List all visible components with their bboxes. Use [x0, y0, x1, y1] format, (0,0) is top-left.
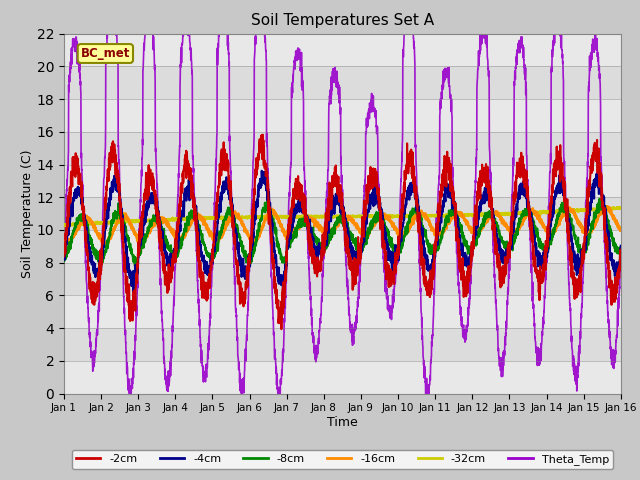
- Title: Soil Temperatures Set A: Soil Temperatures Set A: [251, 13, 434, 28]
- X-axis label: Time: Time: [327, 416, 358, 429]
- Bar: [64, 230, 621, 263]
- Bar: [64, 263, 621, 295]
- Legend: -2cm, -4cm, -8cm, -16cm, -32cm, Theta_Temp: -2cm, -4cm, -8cm, -16cm, -32cm, Theta_Te…: [72, 450, 613, 469]
- Bar: [64, 132, 621, 165]
- Bar: [64, 99, 621, 132]
- Bar: [64, 165, 621, 197]
- Bar: [64, 361, 621, 394]
- Bar: [64, 34, 621, 66]
- Y-axis label: Soil Temperature (C): Soil Temperature (C): [20, 149, 34, 278]
- Bar: [64, 328, 621, 361]
- Bar: [64, 66, 621, 99]
- Bar: [64, 295, 621, 328]
- Text: BC_met: BC_met: [81, 47, 130, 60]
- Bar: [64, 197, 621, 230]
